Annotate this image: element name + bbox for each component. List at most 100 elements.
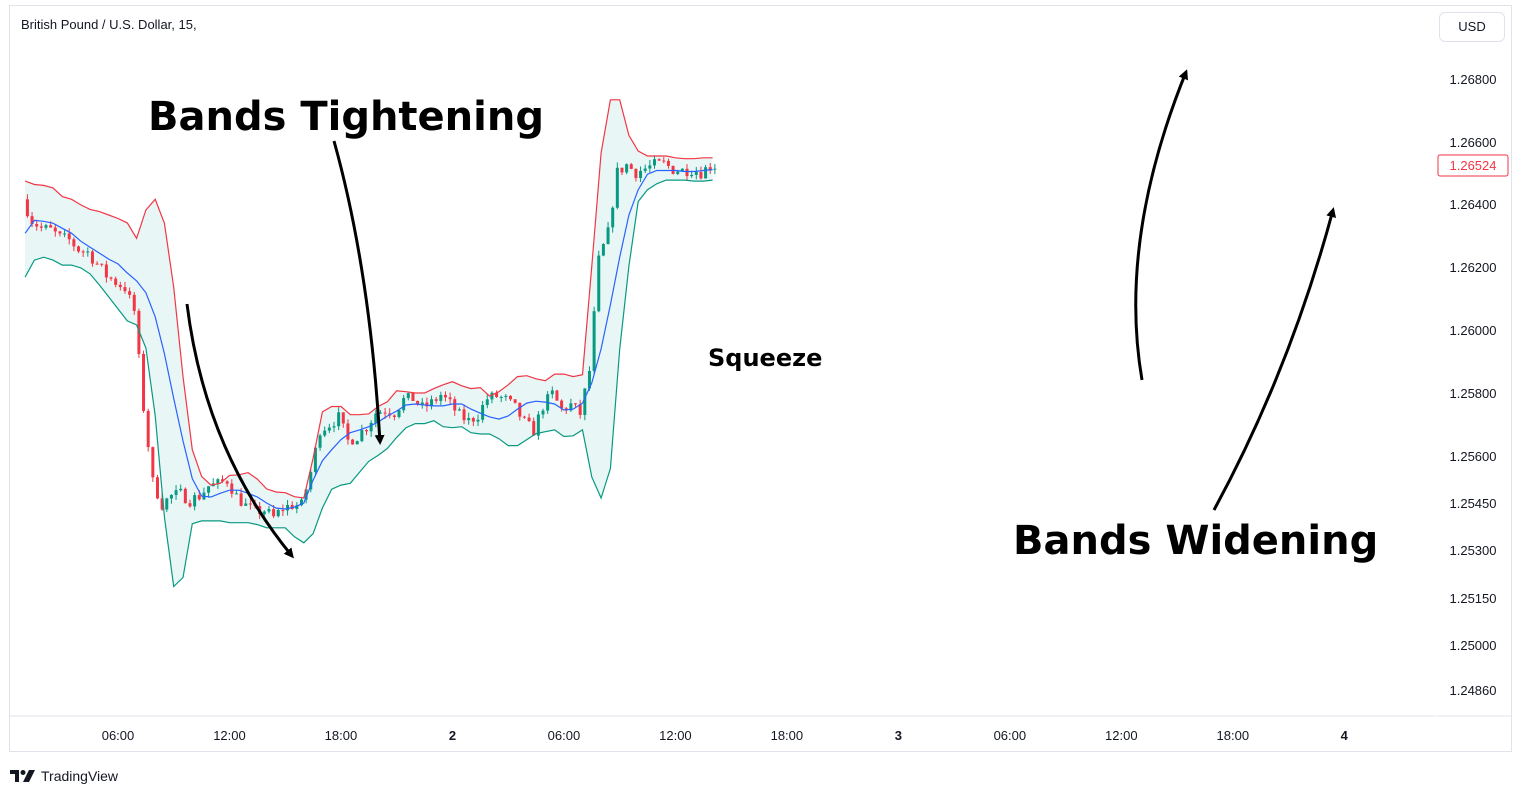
- candle-body: [25, 199, 29, 217]
- candle: [578, 399, 582, 419]
- tradingview-branding[interactable]: TradingView: [10, 766, 118, 786]
- candle-body: [402, 398, 406, 411]
- candle-body: [485, 399, 489, 405]
- candle: [583, 387, 587, 421]
- candle: [155, 474, 159, 500]
- candle: [657, 158, 661, 161]
- candle-body: [30, 216, 34, 225]
- candle-body: [90, 251, 94, 264]
- candle: [295, 502, 299, 514]
- candle: [355, 440, 359, 445]
- candle-body: [620, 167, 624, 173]
- candle: [634, 168, 638, 182]
- candle-body: [615, 167, 619, 208]
- candle: [299, 496, 303, 507]
- candle: [100, 263, 104, 267]
- arrow-widening-up: [1134, 69, 1189, 381]
- candle-body: [239, 493, 243, 506]
- candle-body: [448, 397, 452, 400]
- candle: [123, 281, 127, 294]
- candle: [142, 350, 146, 413]
- candle-body: [309, 472, 313, 490]
- candle-body: [155, 477, 159, 499]
- candle: [513, 399, 517, 404]
- candle: [592, 306, 596, 376]
- candle: [620, 167, 624, 176]
- upper-band-line: [24, 99, 713, 499]
- candle: [248, 498, 252, 510]
- candle-body: [365, 430, 369, 432]
- candle-body: [439, 394, 443, 401]
- candle-body: [104, 264, 108, 278]
- candle: [495, 390, 499, 399]
- annotation-bands-tightening: Bands Tightening: [148, 94, 544, 140]
- candle-body: [383, 412, 387, 414]
- x-axis[interactable]: 06:00 12:00 18:00 2 06:00 12:00 18:00 3 06:00 12:…: [102, 728, 1349, 743]
- candle-body: [81, 251, 85, 253]
- candle: [467, 412, 471, 425]
- candle-body: [597, 255, 601, 312]
- y-tick-label: 1.24860: [1450, 683, 1497, 698]
- candle: [411, 393, 415, 402]
- candle-body: [666, 160, 670, 166]
- candle: [323, 426, 327, 438]
- candle: [332, 421, 336, 433]
- candle-body: [100, 263, 104, 265]
- symbol-title[interactable]: British Pound / U.S. Dollar, 15,: [21, 17, 197, 32]
- candle-body: [197, 495, 201, 500]
- y-tick-label: 1.26800: [1450, 72, 1497, 87]
- lower-band-line: [24, 179, 713, 588]
- candle-body: [234, 493, 238, 495]
- candle: [58, 230, 62, 237]
- candle: [128, 287, 132, 299]
- candle-body: [44, 225, 48, 228]
- arrow-tightening: [332, 140, 385, 445]
- y-tick-label: 1.25150: [1450, 591, 1497, 606]
- candle: [309, 468, 313, 493]
- candle: [44, 223, 48, 230]
- candle: [462, 404, 466, 425]
- candle-body: [304, 489, 308, 500]
- candle-body: [188, 503, 192, 507]
- candle-body: [513, 399, 517, 403]
- candle-body: [411, 393, 415, 402]
- candle-body: [518, 402, 522, 417]
- candle: [471, 416, 475, 427]
- candle: [281, 504, 285, 516]
- candle-body: [49, 225, 53, 228]
- candle: [597, 250, 601, 313]
- candle-body: [704, 167, 708, 179]
- candle-body: [230, 483, 234, 494]
- y-tick-label: 1.25450: [1450, 496, 1497, 511]
- candle: [481, 400, 485, 423]
- candle: [499, 395, 503, 403]
- candle: [95, 261, 99, 265]
- candle-body: [286, 504, 290, 511]
- candle-body: [63, 233, 67, 235]
- candle: [560, 399, 564, 412]
- candle-body: [183, 488, 187, 504]
- candle-body: [281, 510, 285, 512]
- candle-body: [467, 418, 471, 421]
- last-price-label: 1.26524: [1450, 158, 1497, 173]
- candle-body: [685, 168, 689, 177]
- candle: [453, 396, 457, 416]
- candle-body: [174, 490, 178, 495]
- candle-body: [680, 168, 684, 172]
- candle: [490, 391, 494, 404]
- candle-body: [657, 159, 661, 161]
- y-tick-label: 1.25800: [1450, 386, 1497, 401]
- candle-body: [53, 227, 57, 232]
- chart-frame[interactable]: [9, 5, 1512, 752]
- candle-body: [378, 412, 382, 414]
- y-tick-label: 1.26600: [1450, 135, 1497, 150]
- y-axis[interactable]: 1.26800 1.26600 1.26400 1.26200 1.26000 1.258…: [1450, 72, 1497, 698]
- candle: [109, 276, 113, 281]
- candle: [550, 386, 554, 399]
- x-tick-label: 18:00: [771, 728, 804, 743]
- candle-body: [207, 486, 211, 493]
- candle: [443, 391, 447, 402]
- candle: [643, 164, 647, 174]
- currency-button[interactable]: USD: [1439, 12, 1505, 42]
